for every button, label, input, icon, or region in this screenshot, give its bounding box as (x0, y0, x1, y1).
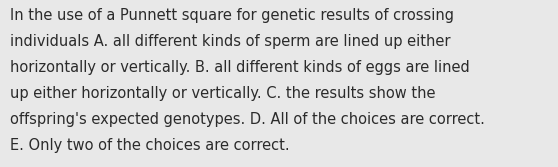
Text: In the use of a Punnett square for genetic results of crossing: In the use of a Punnett square for genet… (10, 8, 454, 23)
Text: individuals A. all different kinds of sperm are lined up either: individuals A. all different kinds of sp… (10, 34, 450, 49)
Text: offspring's expected genotypes. D. All of the choices are correct.: offspring's expected genotypes. D. All o… (10, 112, 485, 127)
Text: horizontally or vertically. B. all different kinds of eggs are lined: horizontally or vertically. B. all diffe… (10, 60, 470, 75)
Text: E. Only two of the choices are correct.: E. Only two of the choices are correct. (10, 138, 290, 153)
Text: up either horizontally or vertically. C. the results show the: up either horizontally or vertically. C.… (10, 86, 436, 101)
